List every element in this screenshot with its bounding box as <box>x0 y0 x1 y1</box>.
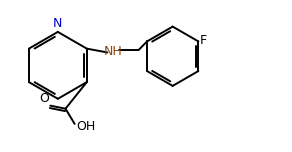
Text: F: F <box>200 34 207 47</box>
Text: O: O <box>40 92 50 105</box>
Text: OH: OH <box>76 120 95 133</box>
Text: NH: NH <box>103 45 122 58</box>
Text: N: N <box>53 17 62 30</box>
